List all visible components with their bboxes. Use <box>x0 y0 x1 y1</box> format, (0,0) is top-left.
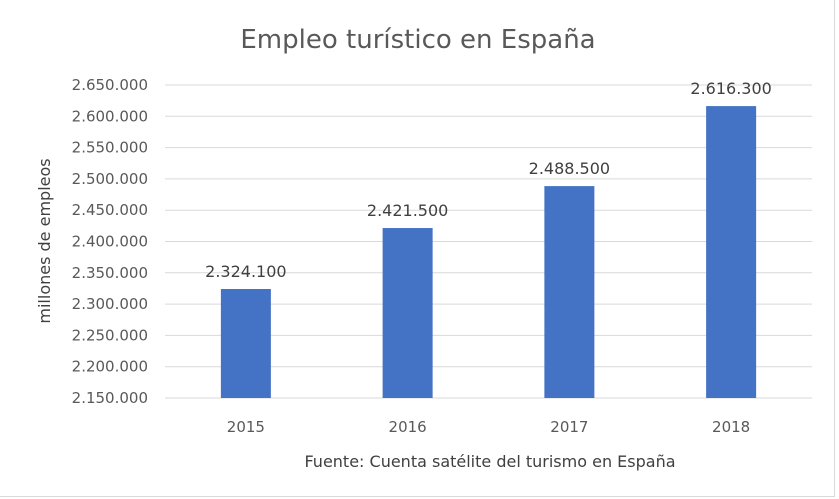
y-tick-label: 2.650.000 <box>72 76 148 94</box>
bar-2015 <box>220 289 271 398</box>
y-tick-label: 2.350.000 <box>72 264 148 282</box>
bar-2018 <box>706 106 757 399</box>
x-tick-label: 2015 <box>227 418 265 436</box>
y-tick-label: 2.400.000 <box>72 233 148 251</box>
y-tick-label: 2.600.000 <box>72 107 148 125</box>
data-label: 2.421.500 <box>367 201 448 220</box>
y-tick-label: 2.200.000 <box>72 358 148 376</box>
bar-2016 <box>382 228 433 398</box>
x-axis-label: Fuente: Cuenta satélite del turismo en E… <box>304 452 675 471</box>
chart-title: Empleo turístico en España <box>240 25 595 55</box>
y-tick-label: 2.300.000 <box>72 295 148 313</box>
y-tick-label: 2.250.000 <box>72 326 148 344</box>
y-tick-label: 2.500.000 <box>72 170 148 188</box>
data-label: 2.616.300 <box>690 79 771 98</box>
y-tick-label: 2.550.000 <box>72 139 148 157</box>
y-axis-label: millones de empleos <box>35 158 54 323</box>
bar-2017 <box>544 186 595 398</box>
x-tick-label: 2017 <box>550 418 588 436</box>
x-tick-label: 2018 <box>712 418 750 436</box>
data-label: 2.324.100 <box>205 262 286 281</box>
y-tick-label: 2.150.000 <box>72 389 148 407</box>
y-tick-label: 2.450.000 <box>72 201 148 219</box>
x-tick-label: 2016 <box>389 418 427 436</box>
data-label: 2.488.500 <box>529 159 610 178</box>
